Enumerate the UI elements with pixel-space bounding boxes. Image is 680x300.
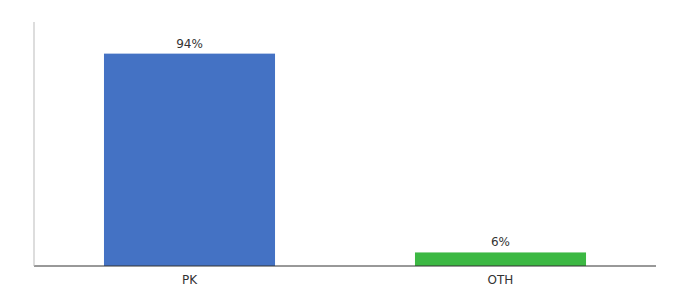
bar (104, 54, 275, 266)
chart-svg: PK OTH 94% 6% (0, 0, 680, 300)
data-label: 6% (491, 235, 510, 249)
data-label: 94% (176, 37, 203, 51)
x-tick-label: OTH (488, 273, 514, 287)
x-axis-line (34, 266, 656, 267)
bars (104, 54, 586, 266)
bar (415, 252, 586, 266)
chart-container: PK OTH 94% 6% (0, 0, 680, 300)
x-tick-label: PK (182, 273, 198, 287)
y-axis-line (34, 22, 35, 266)
